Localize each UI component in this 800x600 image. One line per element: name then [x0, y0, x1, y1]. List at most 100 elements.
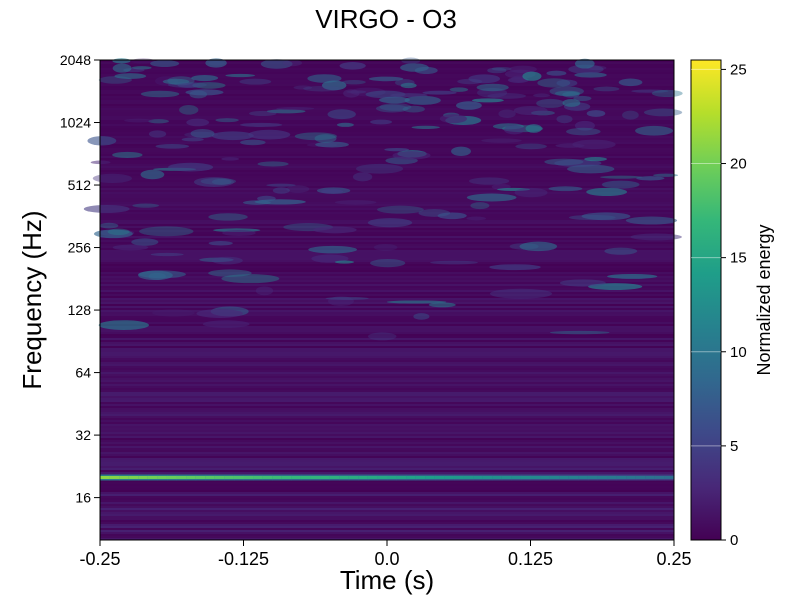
feature-line-segment	[540, 475, 551, 479]
heatmap-blob	[152, 309, 195, 317]
heatmap-band	[100, 492, 674, 494]
heatmap-band	[100, 180, 674, 182]
colorbar-tick-label: 20	[730, 156, 747, 173]
heatmap-band	[100, 60, 674, 62]
heatmap-band	[100, 526, 674, 528]
heatmap-band	[100, 270, 674, 272]
heatmap-blob	[221, 157, 240, 161]
heatmap-blob	[150, 252, 184, 257]
y-tick-label: 2048	[60, 52, 91, 68]
heatmap-band	[100, 340, 674, 342]
heatmap-band	[100, 290, 674, 292]
heatmap-band	[100, 240, 674, 242]
heatmap-band	[100, 524, 674, 526]
heatmap-blob	[205, 58, 227, 68]
heatmap-blob	[367, 332, 397, 341]
heatmap-blob	[586, 110, 606, 117]
feature-line-segment	[195, 475, 206, 479]
heatmap-band	[100, 258, 674, 260]
heatmap-blob	[255, 286, 274, 296]
heatmap-blob	[413, 313, 430, 320]
heatmap-blob	[492, 123, 524, 130]
heatmap-blob	[140, 90, 180, 98]
heatmap-band	[100, 234, 674, 236]
heatmap-band	[100, 382, 674, 384]
heatmap-band	[100, 124, 674, 126]
feature-line-segment	[262, 475, 273, 479]
heatmap-band	[100, 320, 674, 322]
colorbar-tick-label: 25	[730, 61, 747, 78]
heatmap-blob	[239, 122, 283, 127]
feature-line-segment	[291, 475, 302, 479]
heatmap-blob	[537, 78, 571, 88]
heatmap-blob	[572, 139, 616, 150]
heatmap-band	[100, 238, 674, 240]
heatmap-band	[100, 302, 674, 304]
heatmap-blob	[272, 187, 290, 194]
heatmap-blob	[618, 78, 643, 87]
heatmap-blob	[193, 177, 235, 187]
heatmap-band	[100, 528, 674, 530]
heatmap-band	[100, 372, 674, 374]
heatmap-blob	[635, 125, 674, 136]
feature-line-segment	[243, 475, 254, 479]
heatmap-blob	[266, 109, 306, 114]
heatmap-blob	[451, 146, 471, 157]
heatmap-band	[100, 512, 674, 514]
heatmap-band	[100, 140, 674, 142]
heatmap-band	[100, 360, 674, 362]
heatmap-band	[100, 370, 674, 372]
heatmap-blob	[437, 212, 467, 220]
heatmap-band	[100, 484, 674, 486]
heatmap-band	[100, 380, 674, 382]
heatmap-band	[100, 378, 674, 380]
heatmap-band	[100, 86, 674, 88]
heatmap-blob	[185, 89, 224, 96]
heatmap-blob	[636, 176, 665, 181]
heatmap-blob	[225, 73, 255, 78]
heatmap-blob	[325, 296, 369, 300]
feature-line-segment	[482, 475, 493, 479]
heatmap-blob	[107, 228, 130, 236]
heatmap-blob	[418, 209, 451, 217]
heatmap-blob	[266, 183, 296, 187]
y-tick-label: 32	[75, 427, 91, 443]
heatmap-blob	[514, 187, 548, 198]
heatmap-blob	[181, 137, 204, 142]
heatmap-blob	[588, 283, 643, 290]
heatmap-blob	[548, 186, 583, 192]
heatmap-blob	[196, 309, 243, 318]
colorbar-tick-label: 0	[730, 532, 738, 549]
heatmap-band	[100, 130, 674, 132]
heatmap-blob	[489, 264, 541, 271]
heatmap-blob	[114, 73, 147, 80]
heatmap-blob	[559, 279, 606, 287]
heatmap-blob	[191, 74, 219, 82]
heatmap-band	[100, 530, 674, 532]
heatmap-blob	[334, 260, 355, 264]
heatmap-blob	[466, 216, 487, 221]
heatmap-band	[100, 336, 674, 338]
heatmap-band	[100, 456, 674, 458]
heatmap-blob	[83, 204, 130, 213]
heatmap-band	[100, 538, 674, 540]
heatmap-blob	[352, 172, 373, 182]
heatmap-blob	[470, 202, 490, 210]
feature-line-segment	[224, 475, 235, 479]
heatmap-blob	[631, 89, 669, 93]
heatmap-band	[100, 470, 674, 472]
colorbar-tick-label: 15	[730, 250, 747, 267]
heatmap-blob	[341, 79, 366, 85]
heatmap-band	[100, 136, 674, 138]
y-tick-label: 512	[68, 177, 92, 193]
heatmap-band	[100, 172, 674, 174]
heatmap-blob	[90, 160, 111, 165]
heatmap-blob	[515, 143, 547, 150]
heatmap-band	[100, 502, 674, 504]
heatmap-band	[100, 70, 674, 72]
heatmap-blob	[503, 125, 525, 135]
heatmap-blob	[651, 89, 683, 97]
heatmap-band	[100, 176, 674, 178]
heatmap-blob	[593, 86, 620, 92]
